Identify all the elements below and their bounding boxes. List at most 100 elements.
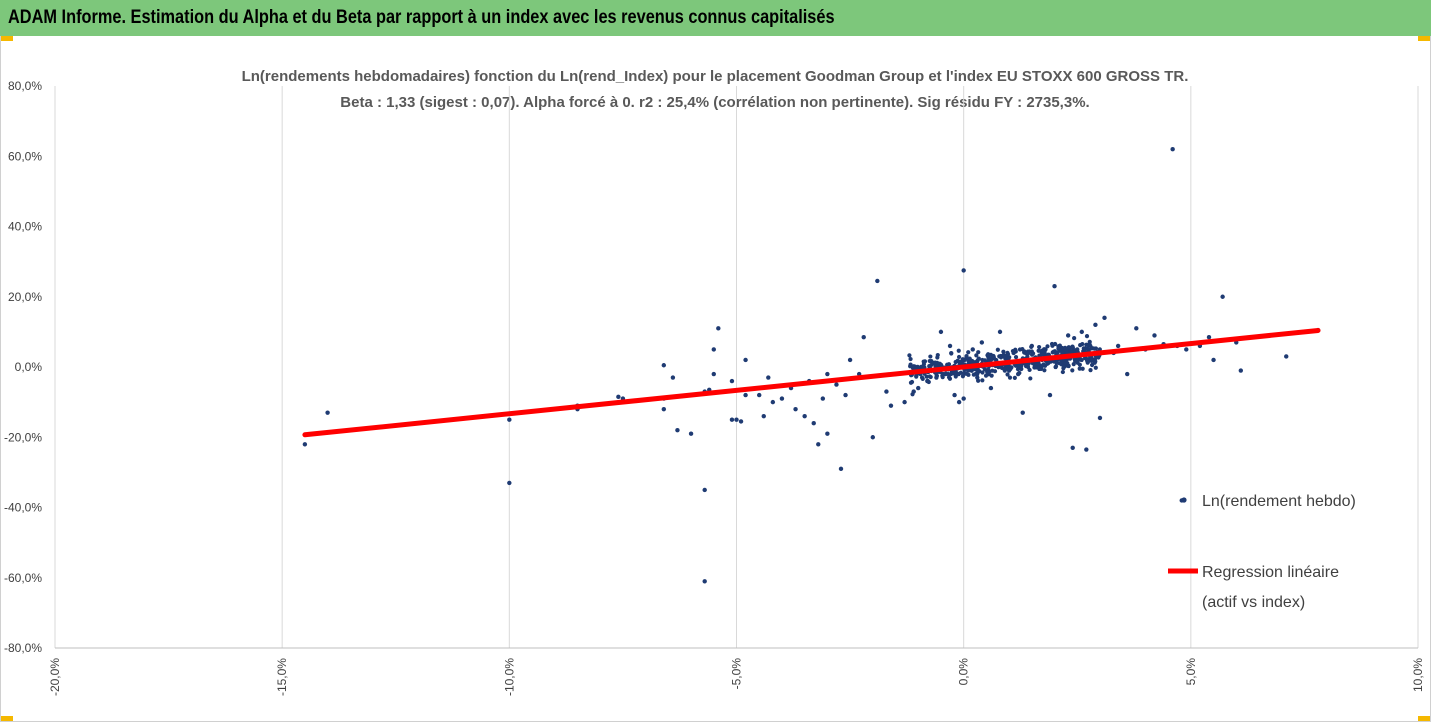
y-tick-label: 0,0%	[15, 360, 43, 374]
scatter-point	[1065, 333, 1071, 338]
legend-label-regression-line1: Regression linéaire	[1202, 564, 1339, 581]
scatter-point	[670, 375, 676, 380]
scatter-point	[1077, 362, 1082, 367]
scatter-point	[870, 435, 875, 440]
scatter-point	[820, 396, 826, 401]
scatter-point	[1025, 364, 1031, 370]
header-banner: ADAM Informe. Estimation du Alpha et du …	[0, 0, 1431, 36]
scatter-point	[711, 347, 716, 352]
scatter-point	[1017, 347, 1023, 352]
scatter-point	[1077, 366, 1082, 371]
scatter-point	[1060, 350, 1065, 355]
corner-marker-top-right	[1418, 36, 1430, 41]
scatter-point	[1057, 361, 1062, 366]
scatter-point	[761, 413, 766, 419]
x-tick-label: 10,0%	[1411, 658, 1425, 692]
scatter-point	[1047, 392, 1053, 398]
scatter-point	[1002, 354, 1007, 359]
scatter-point	[1079, 329, 1084, 335]
scatter-point	[1071, 362, 1076, 367]
scatter-point	[1211, 357, 1216, 363]
scatter-point	[966, 350, 971, 355]
corner-marker-top-left	[1, 36, 13, 41]
scatter-point	[616, 394, 621, 400]
chart-subtitle: Beta : 1,33 (sigest : 0,07). Alpha forcé…	[340, 94, 1089, 111]
scatter-point	[1063, 345, 1068, 350]
scatter-point	[927, 363, 932, 369]
scatter-point	[1066, 345, 1071, 350]
scatter-point	[1005, 372, 1010, 377]
scatter-point	[971, 372, 976, 377]
scatter-point	[1029, 343, 1035, 349]
scatter-point	[1036, 348, 1041, 353]
scatter-point	[1206, 334, 1212, 340]
scatter-point	[989, 373, 994, 378]
scatter-point	[1042, 368, 1047, 373]
scatter-point	[1001, 366, 1007, 371]
scatter-point	[729, 378, 735, 384]
scatter-point	[919, 375, 925, 380]
scatter-point	[976, 350, 981, 355]
scatter-points	[302, 147, 1321, 584]
scatter-point	[1060, 369, 1065, 375]
y-tick-label: -20,0%	[4, 430, 42, 444]
scatter-point	[990, 368, 995, 373]
corner-marker-bottom-right	[1418, 716, 1430, 721]
scatter-point	[1084, 342, 1089, 347]
y-tick-label: -80,0%	[4, 641, 42, 655]
scatter-point	[1056, 346, 1061, 351]
scatter-point	[1070, 368, 1075, 373]
scatter-point	[914, 373, 919, 378]
scatter-point	[938, 329, 944, 335]
chart-title: Ln(rendements hebdomadaires) fonction du…	[242, 68, 1189, 85]
scatter-point	[1134, 326, 1139, 331]
scatter-point	[947, 343, 953, 349]
scatter-point	[921, 362, 926, 367]
scatter-point	[953, 374, 958, 379]
scatter-point	[1170, 147, 1175, 152]
scatter-point	[847, 357, 853, 363]
scatter-point	[838, 466, 844, 472]
scatter-point	[1028, 376, 1033, 381]
scatter-point	[952, 392, 957, 398]
scatter-point	[1092, 360, 1097, 365]
scatter-point	[916, 385, 921, 391]
scatter-point	[302, 442, 308, 447]
scatter-point	[997, 329, 1003, 335]
scatter-point	[938, 362, 944, 368]
scatter-point	[770, 399, 776, 405]
scatter-point	[1015, 367, 1021, 372]
scatter-point	[907, 353, 912, 358]
scatter-point	[1089, 358, 1094, 364]
scatter-point	[816, 442, 821, 447]
scatter-point	[940, 373, 945, 378]
scatter-point	[1093, 322, 1098, 328]
scatter-point	[953, 359, 958, 365]
legend-label-regression-line2: (actif vs index)	[1202, 594, 1305, 611]
scatter-point	[661, 363, 667, 368]
scatter-point	[1053, 364, 1059, 369]
scatter-point	[688, 431, 694, 436]
scatter-point	[947, 376, 953, 381]
scatter-point	[743, 392, 748, 398]
scatter-point	[325, 410, 330, 415]
scatter-point	[834, 382, 839, 387]
scatter-point	[1037, 366, 1042, 372]
scatter-point	[964, 354, 969, 359]
scatter-point	[911, 389, 916, 394]
scatter-point	[1054, 360, 1059, 366]
scatter-point	[964, 371, 969, 376]
scatter-point	[961, 396, 966, 401]
scatter-point	[1043, 347, 1048, 352]
x-tick-label: -15,0%	[275, 658, 289, 696]
corner-marker-bottom-left	[1, 716, 13, 721]
scatter-point	[757, 392, 762, 398]
scatter-point	[1045, 344, 1050, 349]
scatter-point	[1048, 359, 1053, 364]
x-axis-ticks: -20,0% -15,0% -10,0% -5,0% 0,0% 5,0% 10,0%	[48, 658, 1425, 696]
scatter-point	[956, 399, 962, 405]
x-tick-label: -20,0%	[48, 658, 62, 696]
scatter-point	[980, 378, 985, 383]
page-title: ADAM Informe. Estimation du Alpha et du …	[8, 7, 835, 28]
scatter-point	[1097, 415, 1103, 421]
